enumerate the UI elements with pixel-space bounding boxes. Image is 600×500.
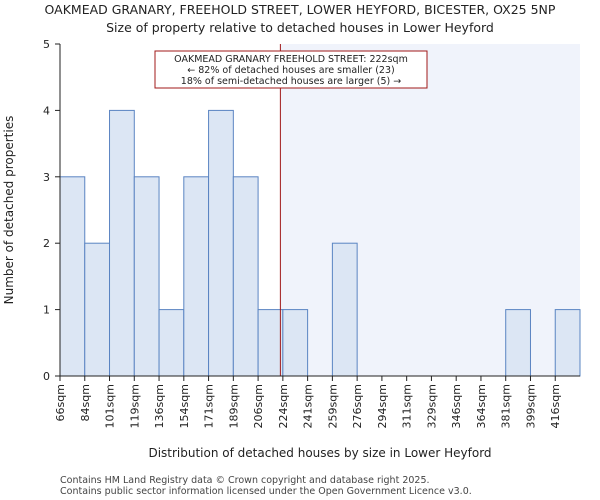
x-tick-label: 416sqm [549,384,562,428]
x-tick-label: 311sqm [401,384,414,428]
x-tick-label: 154sqm [178,384,191,428]
x-tick-label: 294sqm [376,384,389,428]
bars-group [59,109,581,377]
bar-259sqm [331,242,358,377]
x-tick-label: 381sqm [500,384,513,428]
x-tick-label: 66sqm [54,384,67,421]
bar-206sqm [257,309,284,377]
y-tick-label: 4 [43,104,50,117]
axes-group [59,44,580,377]
x-tick-label: 276sqm [351,384,364,428]
x-tick-label: 171sqm [203,384,216,428]
x-tick-label: 84sqm [79,384,92,421]
x-axis-title: Distribution of detached houses by size … [148,446,491,460]
x-tick-label: 224sqm [277,384,290,428]
bar-66sqm [59,176,86,377]
x-ticks-group: 66sqm 84sqm 101sqm 119sqm 136sqm 154sqm 171sqm… [54,376,562,428]
bar-154sqm [183,176,210,377]
x-tick-label: 136sqm [153,384,166,428]
annotation-line-2: ← 82% of detached houses are smaller (23… [187,65,394,76]
x-tick-label: 119sqm [128,384,141,428]
bar-416sqm [554,309,581,377]
bar-119sqm [133,176,160,377]
larger-properties-region [280,44,580,376]
x-tick-label: 241sqm [302,384,315,428]
y-tick-label: 1 [43,304,50,317]
x-tick-label: 259sqm [326,384,339,428]
x-tick-label: 399sqm [524,384,537,428]
bar-381sqm [505,309,531,377]
annotation-line-1: OAKMEAD GRANARY FREEHOLD STREET: 222sqm [174,54,408,65]
y-axis-title: Number of detached properties [2,116,16,305]
x-tick-label: 329sqm [425,384,438,428]
x-tick-label: 364sqm [475,384,488,428]
x-tick-label: 206sqm [252,384,265,428]
bar-136sqm [158,309,185,377]
annotation-line-3: 18% of semi-detached houses are larger (… [181,76,401,87]
bar-189sqm [232,176,259,377]
bar-224sqm [282,309,309,377]
y-tick-label: 2 [43,237,50,250]
y-tick-label: 3 [43,171,50,184]
y-tick-label: 0 [43,370,50,383]
x-tick-label: 189sqm [227,384,240,428]
x-tick-label: 346sqm [450,384,463,428]
bar-171sqm [208,109,234,377]
chart-subtitle: Size of property relative to detached ho… [106,20,494,35]
bar-84sqm [84,242,111,377]
footer-line-2: Contains public sector information licen… [60,486,472,497]
x-tick-label: 101sqm [104,384,117,428]
annotation-border [154,50,428,89]
footer-line-1: Contains HM Land Registry data © Crown c… [60,475,430,486]
chart-title: OAKMEAD GRANARY, FREEHOLD STREET, LOWER … [45,2,556,17]
y-ticks-group: 0 1 2 3 4 5 [43,38,60,383]
y-tick-label: 5 [43,38,50,51]
annotation-box: OAKMEAD GRANARY FREEHOLD STREET: 222sqm … [154,50,428,89]
bar-101sqm [109,109,135,377]
